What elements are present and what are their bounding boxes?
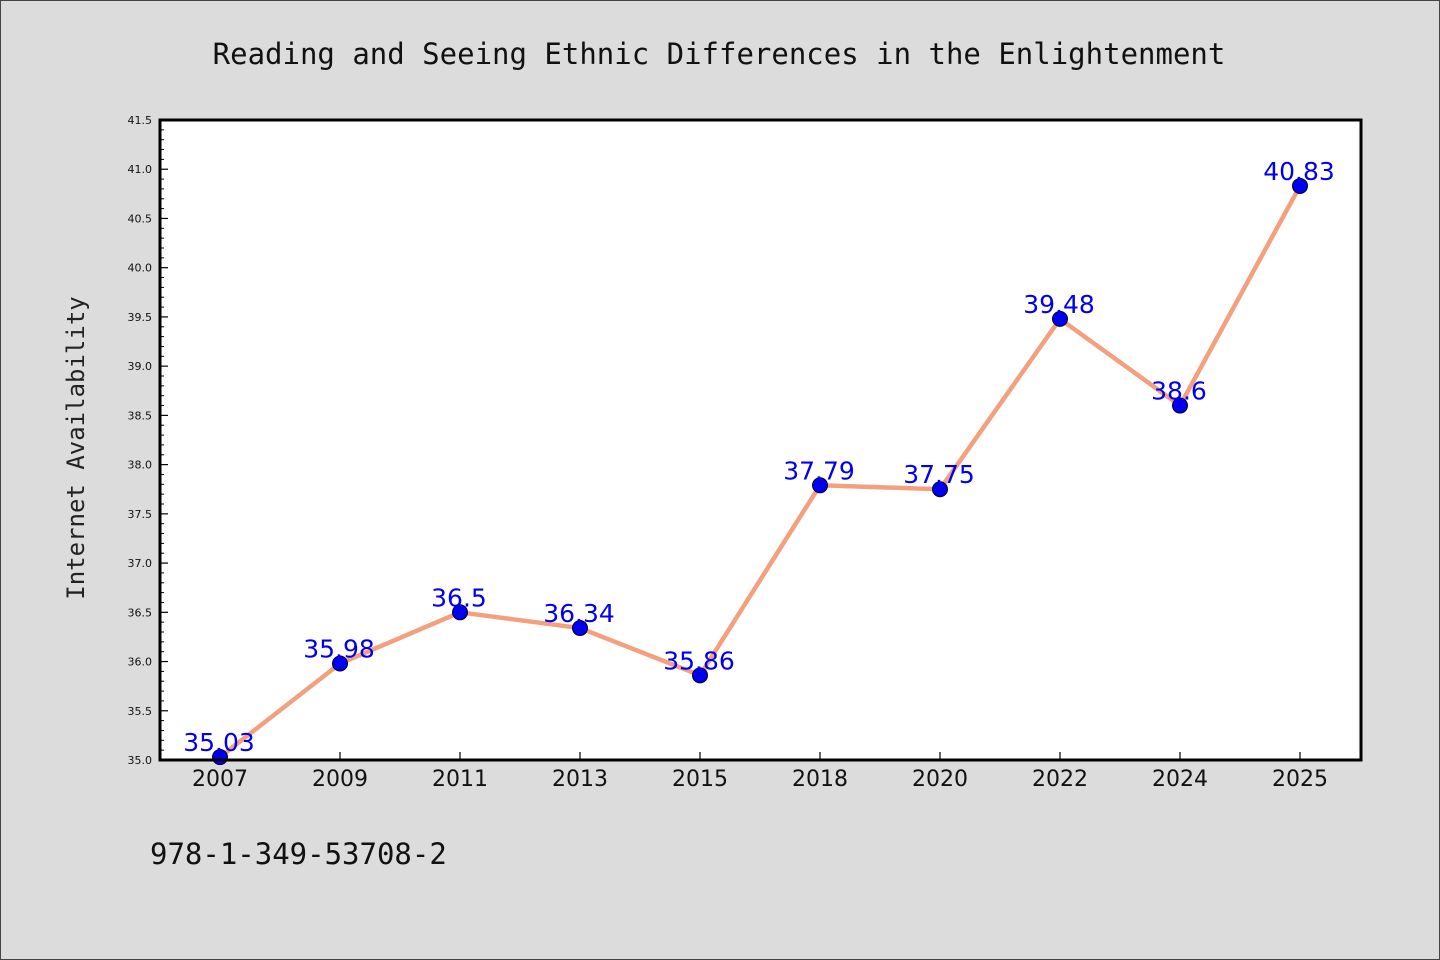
y-tick-label: 35.0 [128, 754, 153, 767]
chart-title: Reading and Seeing Ethnic Differences in… [213, 37, 1226, 71]
y-tick-label: 39.5 [128, 311, 153, 324]
x-tick-label: 2024 [1152, 767, 1208, 792]
data-point-marker [452, 604, 468, 621]
y-tick-label: 38.0 [128, 459, 153, 472]
y-axis-label: Internet Availability [62, 296, 90, 599]
y-tick-label: 37.5 [128, 508, 153, 521]
data-point-marker [692, 667, 708, 684]
x-tick-label: 2015 [672, 767, 728, 792]
data-label: 37.75 [903, 460, 975, 489]
y-tick-label: 39.0 [128, 360, 153, 373]
x-tick-label: 2020 [912, 767, 968, 792]
x-tick-label: 2022 [1032, 767, 1088, 792]
y-tick-label: 40.5 [128, 212, 153, 225]
y-tick-label: 41.5 [128, 114, 153, 127]
x-tick-label: 2025 [1272, 767, 1328, 792]
x-tick-label: 2007 [192, 767, 248, 792]
data-labels: 35.03 35.98 36.5 36.34 35.86 37.79 37.75 39.48 3… [183, 157, 1335, 757]
axes: 35.0 35.5 36.0 36.5 37.0 37.5 38.0 38.5 39.0 39.5… [128, 114, 1329, 792]
data-label: 39.48 [1023, 290, 1095, 319]
data-label: 35.98 [303, 635, 375, 664]
data-point-marker [572, 620, 588, 637]
y-tick-label: 41.0 [128, 163, 153, 176]
data-point-marker [1052, 310, 1068, 327]
data-label: 36.34 [543, 599, 615, 628]
plot-border [158, 118, 1363, 762]
y-tick-label: 36.0 [128, 656, 153, 669]
data-point-marker [1172, 397, 1188, 414]
series-line [217, 183, 1303, 760]
y-tick-label: 35.5 [128, 705, 153, 718]
data-label: 40.83 [1263, 157, 1335, 186]
data-label: 35.86 [663, 646, 735, 675]
data-point-marker [332, 655, 348, 672]
y-tick-label: 40.0 [128, 262, 153, 275]
data-point-marker [1292, 177, 1308, 194]
y-tick-label: 37.0 [128, 557, 153, 570]
data-point-marker [932, 481, 948, 498]
data-point-marker [812, 477, 828, 494]
x-tick-label: 2009 [312, 767, 368, 792]
y-tick-label: 36.5 [128, 606, 153, 619]
x-tick-label: 2018 [792, 767, 848, 792]
x-tick-label: 2013 [552, 767, 608, 792]
y-tick-label: 38.5 [128, 409, 153, 422]
isbn-text: 978-1-349-53708-2 [150, 837, 447, 871]
data-label: 35.03 [183, 728, 255, 757]
data-label: 38.6 [1151, 377, 1207, 406]
series-layer [212, 177, 1308, 766]
x-tick-label: 2011 [432, 767, 488, 792]
data-label: 37.79 [783, 456, 855, 485]
data-label: 36.5 [431, 583, 487, 612]
